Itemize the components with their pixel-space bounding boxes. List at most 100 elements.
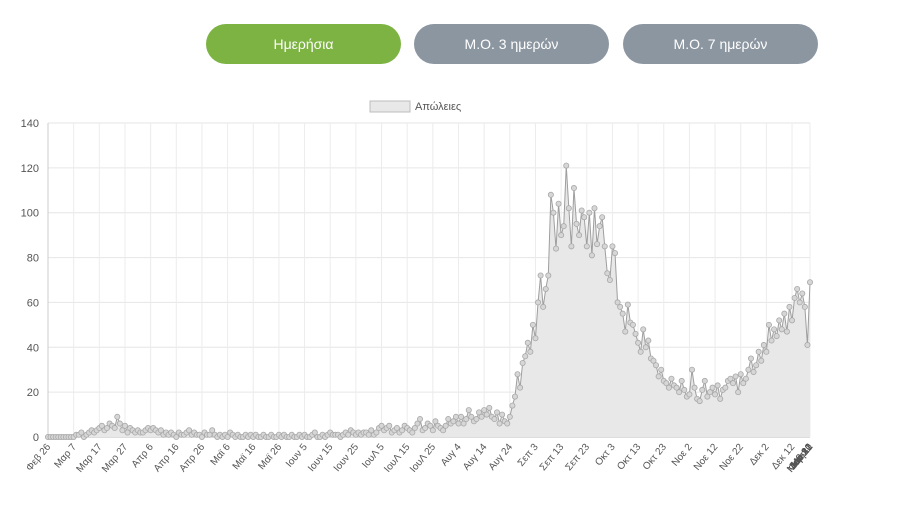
data-point[interactable] [742,375,749,382]
data-point[interactable] [640,326,647,333]
data-point[interactable] [386,422,393,429]
data-point[interactable] [786,303,793,310]
data-point[interactable] [778,326,785,333]
data-point[interactable] [560,223,567,230]
data-point[interactable] [409,429,416,436]
data-point[interactable] [509,402,516,409]
data-point[interactable] [706,389,713,396]
data-point[interactable] [570,185,577,192]
data-point[interactable] [712,391,719,398]
data-point[interactable] [776,317,783,324]
data-point[interactable] [624,301,631,308]
data-point[interactable] [553,245,560,252]
data-point[interactable] [542,285,549,292]
data-point[interactable] [768,337,775,344]
data-point[interactable] [78,429,85,436]
daily-button[interactable]: Ημερήσια [206,24,401,64]
data-point[interactable] [758,357,765,364]
data-point[interactable] [427,422,434,429]
data-point[interactable] [637,348,644,355]
data-point[interactable] [601,243,608,250]
data-point[interactable] [807,279,814,286]
data-point[interactable] [555,200,562,207]
data-point[interactable] [673,384,680,391]
data-point[interactable] [617,303,624,310]
data-point[interactable] [789,317,796,324]
data-point[interactable] [568,243,575,250]
data-point[interactable] [537,272,544,279]
data-point[interactable] [740,380,747,387]
data-point[interactable] [529,321,536,328]
data-point[interactable] [732,373,739,380]
data-point[interactable] [686,391,693,398]
data-point[interactable] [463,416,470,423]
chart-legend[interactable]: Απώλειες [369,100,461,113]
data-point[interactable] [114,413,121,420]
data-point[interactable] [804,342,811,349]
data-point[interactable] [422,425,429,432]
data-point[interactable] [445,416,452,423]
data-point[interactable] [124,429,131,436]
data-point[interactable] [440,427,447,434]
data-point[interactable] [799,290,806,297]
data-point[interactable] [688,366,695,373]
data-point[interactable] [606,276,613,283]
data-point[interactable] [378,422,385,429]
data-point[interactable] [653,362,660,369]
data-point[interactable] [745,366,752,373]
data-point[interactable] [417,416,424,423]
data-point[interactable] [696,398,703,405]
data-point[interactable] [722,384,729,391]
data-point[interactable] [609,243,616,250]
data-point[interactable] [629,321,636,328]
data-point[interactable] [796,299,803,306]
data-point[interactable] [532,335,539,342]
data-point[interactable] [591,205,598,212]
data-point[interactable] [514,371,521,378]
data-point[interactable] [801,303,808,310]
data-point[interactable] [678,377,685,384]
data-point[interactable] [452,413,459,420]
data-point[interactable] [747,355,754,362]
data-point[interactable] [599,214,606,221]
data-point[interactable] [578,207,585,214]
data-point[interactable] [483,411,490,418]
data-point[interactable] [524,339,531,346]
data-point[interactable] [496,420,503,427]
data-point[interactable] [455,420,462,427]
moving-average-7-days-button[interactable]: Μ.Ο. 7 ημερών [623,24,818,64]
data-point[interactable] [658,366,665,373]
data-point[interactable] [173,433,180,440]
data-point[interactable] [750,368,757,375]
data-point[interactable] [535,299,542,306]
data-point[interactable] [399,427,406,434]
data-point[interactable] [511,393,518,400]
data-point[interactable] [691,384,698,391]
data-point[interactable] [791,294,798,301]
data-point[interactable] [645,337,652,344]
data-point[interactable] [442,422,449,429]
data-point[interactable] [116,420,123,427]
data-point[interactable] [714,382,721,389]
data-point[interactable] [783,328,790,335]
data-point[interactable] [701,377,708,384]
data-point[interactable] [104,425,111,432]
data-point[interactable] [596,223,603,230]
data-point[interactable] [432,418,439,425]
data-point[interactable] [763,348,770,355]
data-point[interactable] [614,299,621,306]
data-point[interactable] [499,411,506,418]
data-point[interactable] [368,427,375,434]
data-point[interactable] [481,407,488,414]
data-point[interactable] [465,407,472,414]
data-point[interactable] [781,310,788,317]
data-point[interactable] [737,371,744,378]
data-point[interactable] [311,429,318,436]
data-point[interactable] [198,433,205,440]
data-point[interactable] [594,241,601,248]
moving-average-3-days-button[interactable]: Μ.Ο. 3 ημερών [414,24,609,64]
data-point[interactable] [186,427,193,434]
data-point[interactable] [558,232,565,239]
data-point[interactable] [119,427,126,434]
data-point[interactable] [550,209,557,216]
